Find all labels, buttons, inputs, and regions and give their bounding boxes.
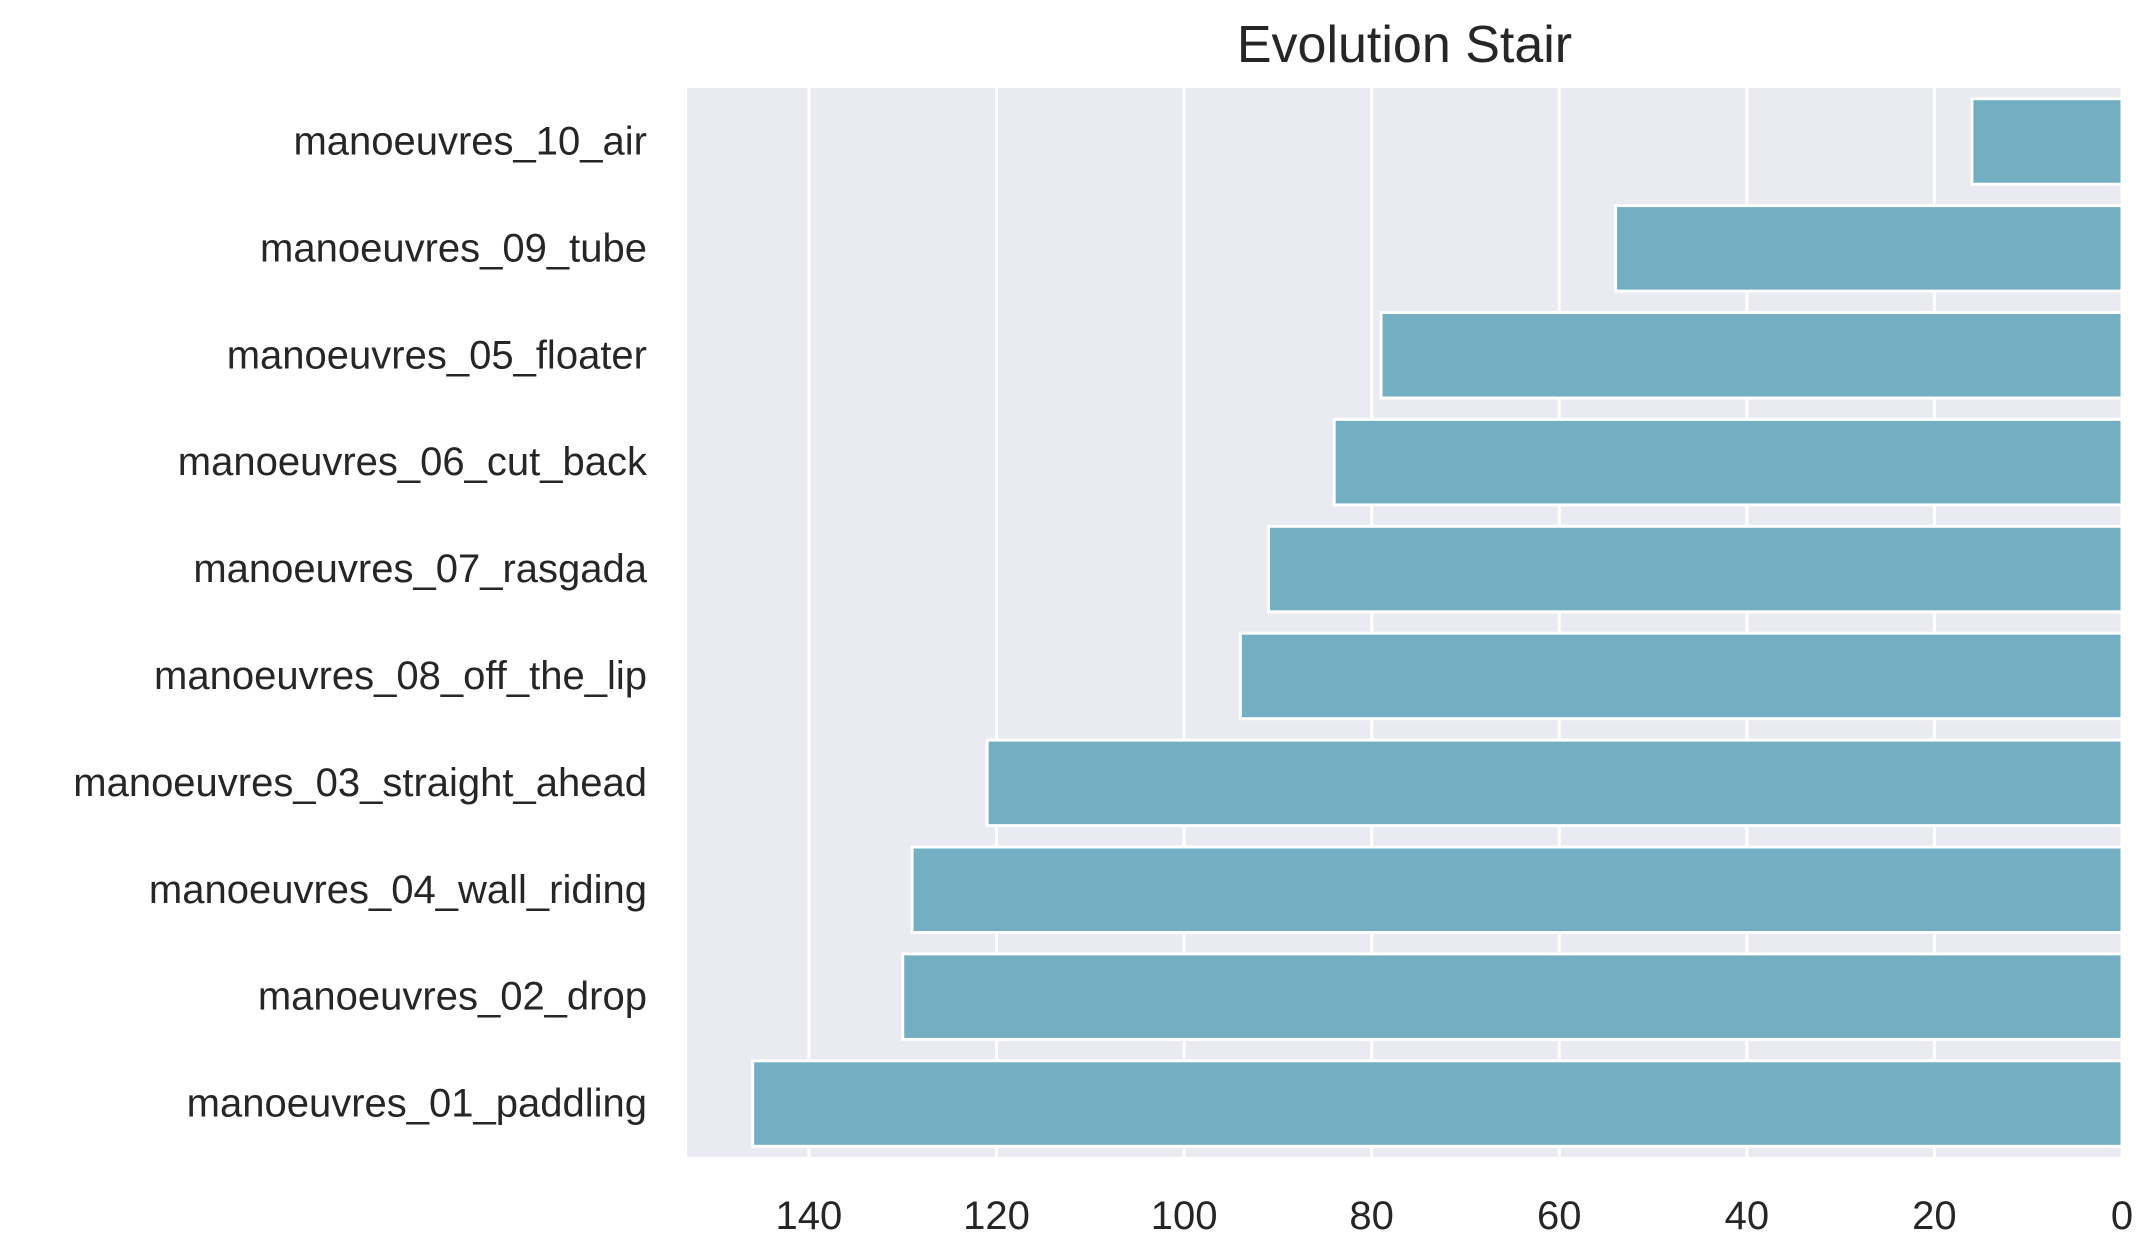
- bar-manoeuvres-02-drop: [901, 952, 2124, 1041]
- y-tick-label: manoeuvres_03_straight_ahead: [73, 761, 647, 805]
- y-tick-label: manoeuvres_01_paddling: [187, 1082, 647, 1126]
- x-tick-label: 140: [776, 1194, 843, 1238]
- bar-manoeuvres-03-straight-ahead: [985, 738, 2124, 828]
- bar-manoeuvres-04-wall-riding: [910, 845, 2124, 935]
- bar-manoeuvres-10-air: [1970, 97, 2124, 186]
- y-tick-label: manoeuvres_09_tube: [260, 226, 647, 270]
- y-tick-label: manoeuvres_05_floater: [227, 333, 647, 377]
- y-tick-label: manoeuvres_08_off_the_lip: [154, 654, 647, 698]
- y-tick-label: manoeuvres_10_air: [293, 119, 647, 163]
- bar-manoeuvres-05-floater: [1379, 310, 2124, 400]
- bar-manoeuvres-07-rasgada: [1267, 524, 2124, 614]
- x-tick-label: 0: [2111, 1194, 2133, 1238]
- bar-manoeuvres-06-cut-back: [1332, 417, 2124, 507]
- bar-manoeuvres-08-off-the-lip: [1238, 631, 2124, 721]
- x-tick-label: 80: [1349, 1194, 1394, 1238]
- x-tick-label: 60: [1537, 1194, 1582, 1238]
- y-tick-labels: manoeuvres_10_air manoeuvres_09_tubemanoe…: [73, 119, 648, 1125]
- bar-manoeuvres-09-tube: [1614, 204, 2124, 293]
- chart-title: Evolution Stair: [1237, 16, 1572, 74]
- y-tick-label: manoeuvres_07_rasgada: [193, 547, 647, 591]
- x-tick-label: 120: [963, 1194, 1030, 1238]
- bars: [751, 97, 2124, 1148]
- x-tick-label: 100: [1151, 1194, 1218, 1238]
- x-tick-label: 40: [1725, 1194, 1770, 1238]
- x-tick-label: 20: [1912, 1194, 1957, 1238]
- y-tick-label: manoeuvres_04_wall_riding: [149, 868, 647, 912]
- x-tick-labels: 140 120 100 80 60 40 20 0: [776, 1194, 2134, 1238]
- y-tick-label: manoeuvres_06_cut_back: [178, 440, 648, 484]
- y-tick-label: manoeuvres_02_drop: [258, 975, 647, 1019]
- bar-manoeuvres-01-paddling: [751, 1059, 2124, 1148]
